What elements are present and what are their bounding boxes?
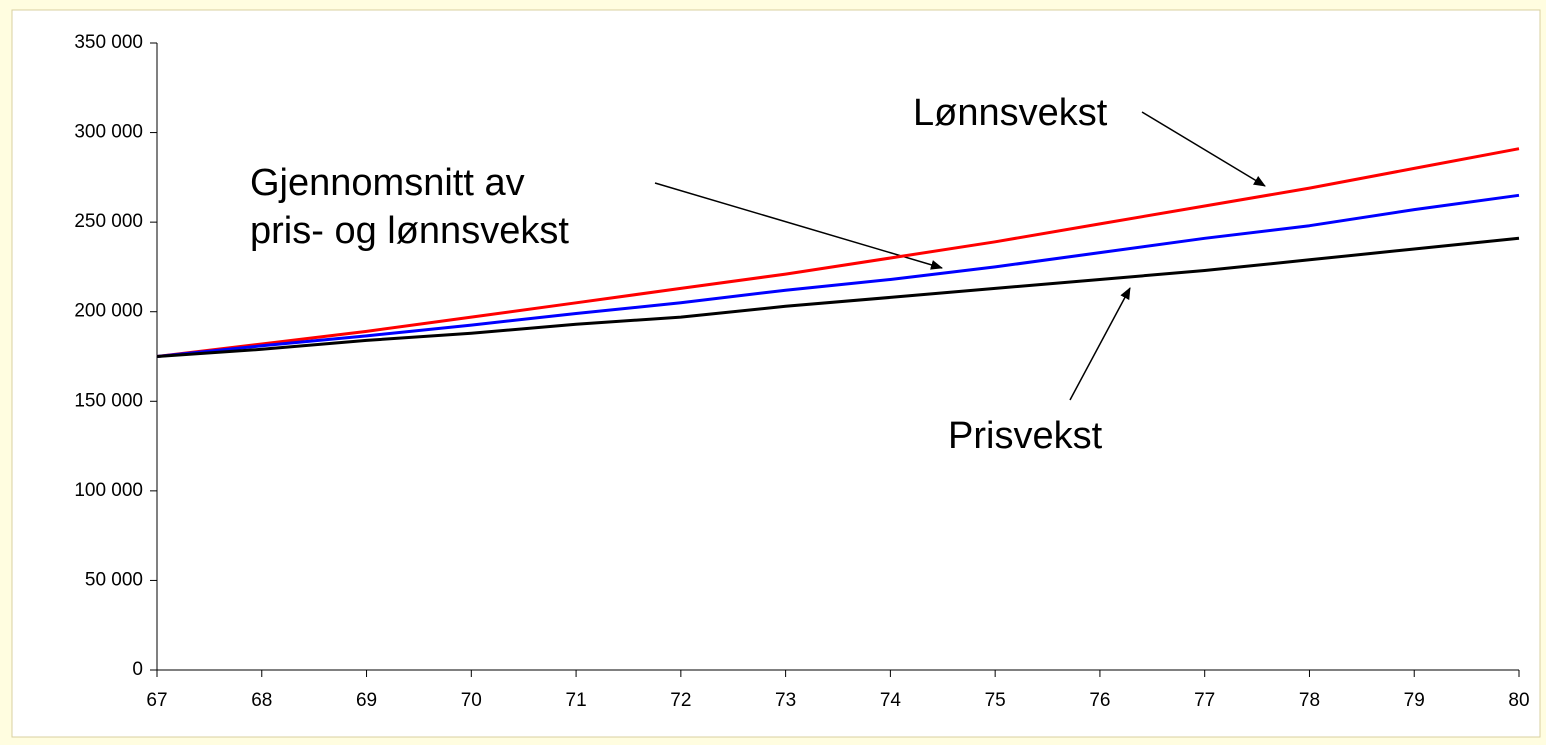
y-tick-label: 300 000	[74, 122, 143, 143]
x-tick-label: 79	[1404, 690, 1425, 711]
series-line	[156, 147, 1520, 358]
x-tick-label: 72	[670, 690, 691, 711]
x-tick-label: 67	[146, 690, 167, 711]
y-tick-label: 200 000	[74, 301, 143, 322]
x-tick-label: 70	[461, 690, 482, 711]
x-tick-label: 80	[1508, 690, 1529, 711]
y-tick-label: 250 000	[74, 211, 143, 232]
x-tick-label: 68	[251, 690, 272, 711]
y-tick-label: 350 000	[74, 32, 143, 53]
annotation: Gjennomsnitt av	[250, 162, 525, 204]
x-tick-label: 69	[356, 690, 377, 711]
annotation-arrow	[654, 182, 943, 270]
x-tick-label: 75	[985, 690, 1006, 711]
y-tick-label: 0	[132, 659, 143, 680]
series-line	[156, 193, 1520, 358]
x-tick-label: 77	[1194, 690, 1215, 711]
series-line	[156, 236, 1520, 358]
y-tick-label: 50 000	[85, 569, 143, 590]
x-tick-label: 76	[1089, 690, 1110, 711]
y-tick-label: 150 000	[74, 390, 143, 411]
y-tick-label: 100 000	[74, 480, 143, 501]
annotation-arrow	[1069, 287, 1131, 401]
annotation-arrow	[1141, 111, 1266, 187]
annotation: Prisvekst	[948, 415, 1103, 457]
annotation: Lønnsvekst	[913, 92, 1108, 134]
chart-background	[11, 9, 1541, 738]
x-tick-label: 78	[1299, 690, 1320, 711]
x-tick-label: 73	[775, 690, 796, 711]
x-tick-label: 74	[880, 690, 902, 711]
annotation: pris- og lønnsvekst	[250, 210, 569, 252]
x-tick-label: 71	[566, 690, 587, 711]
